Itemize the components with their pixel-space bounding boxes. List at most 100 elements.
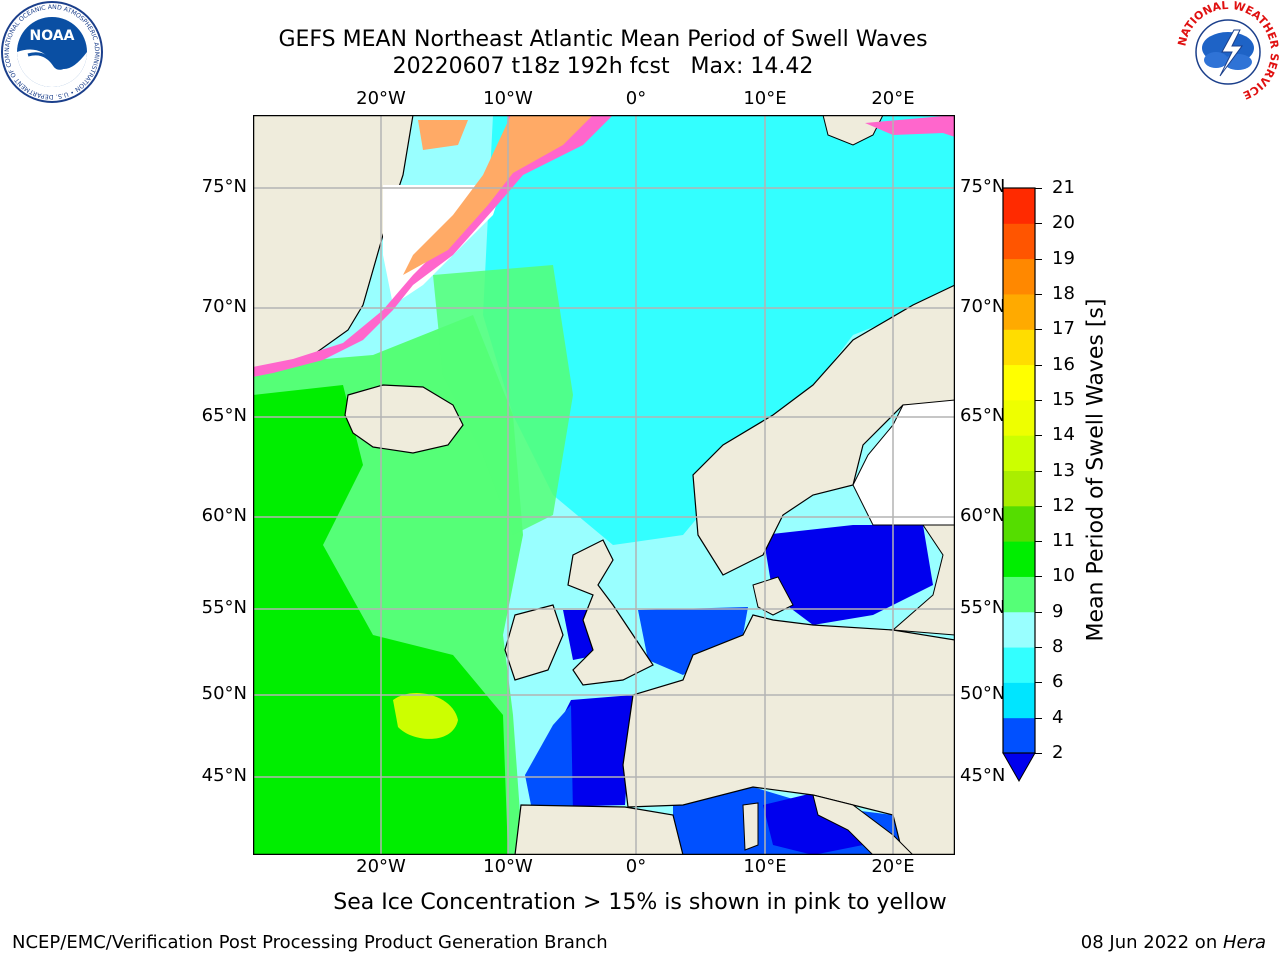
colorbar-tick-label: 16: [1052, 353, 1075, 375]
lat-label-right-70n: 70°N: [960, 296, 1006, 317]
lat-label-left-50n: 50°N: [201, 683, 247, 704]
footer-date: 08 Jun 2022 on Hera: [1081, 932, 1266, 953]
sea-ice-north: [418, 120, 468, 150]
colorbar-tick-mark: [1035, 611, 1042, 613]
colorbar-band: [1003, 399, 1035, 436]
colorbar-tick-mark: [1035, 717, 1042, 719]
colorbar-tick-mark: [1035, 329, 1042, 331]
lat-label-right-55n: 55°N: [960, 597, 1006, 618]
colorbar-band: [1003, 647, 1035, 683]
denmark-land: [752, 576, 794, 616]
lat-label-right-60n: 60°N: [960, 505, 1006, 526]
swell-zone-biscay-edge: [525, 705, 573, 815]
colorbar-tick-mark: [1035, 364, 1042, 366]
lat-label-left-70n: 70°N: [201, 296, 247, 317]
colorbar-tick-mark: [1035, 541, 1042, 543]
lon-label-bottom-10e: 10°E: [743, 856, 787, 877]
colorbar-tick-mark: [1035, 293, 1042, 295]
lat-label-right-65n: 65°N: [960, 405, 1006, 426]
ireland-land: [504, 604, 564, 681]
colorbar-tick-label: 12: [1052, 494, 1075, 516]
colorbar-tick-mark: [1035, 435, 1042, 437]
colorbar: [1002, 187, 1036, 783]
colorbar-tick-label: 6: [1052, 671, 1064, 693]
svalbard-ice: [865, 115, 955, 137]
footer-date-text: 08 Jun 2022 on: [1080, 932, 1223, 953]
swell-zone-6-8: [483, 115, 955, 545]
colorbar-tick-mark: [1035, 258, 1042, 260]
lat-label-left-45n: 45°N: [201, 765, 247, 786]
colorbar-band: [1003, 364, 1035, 401]
lat-label-right-75n: 75°N: [960, 176, 1006, 197]
colorbar-band: [1003, 470, 1035, 507]
lon-label-top-10e: 10°E: [743, 88, 787, 109]
colorbar-title: Mean Period of Swell Waves [s]: [1083, 298, 1109, 642]
iberia-land: [514, 804, 684, 855]
lon-label-bottom-20e: 20°E: [871, 856, 915, 877]
swell-zone-north-sea: [638, 607, 748, 675]
corsica-sardinia-land: [742, 802, 759, 851]
colorbar-tick-label: 17: [1052, 318, 1075, 340]
lon-label-top-20e: 20°E: [871, 88, 915, 109]
graticule: [253, 115, 955, 855]
lat-label-right-45n: 45°N: [960, 765, 1006, 786]
colorbar-tick-mark: [1035, 753, 1042, 754]
iceland-land: [344, 384, 464, 454]
chart-subtitle: 20220607 t18z 192h fcst Max: 14.42: [392, 54, 814, 79]
svalbard-land: [822, 115, 884, 146]
colorbar-tick-label: 21: [1052, 177, 1075, 198]
colorbar-band: [1003, 717, 1035, 754]
colorbar-tick-label: 15: [1052, 388, 1075, 410]
colorbar-band: [1003, 329, 1035, 366]
colorbar-tick-mark: [1035, 682, 1042, 684]
lat-label-right-50n: 50°N: [960, 683, 1006, 704]
lon-label-bottom-20w: 20°W: [356, 856, 406, 877]
lat-label-left-60n: 60°N: [201, 505, 247, 526]
great-britain-land: [567, 539, 654, 686]
colorbar-tick-mark: [1035, 576, 1042, 578]
sea-ice-note: Sea Ice Concentration > 15% is shown in …: [333, 890, 947, 915]
colorbar-tick-mark: [1035, 647, 1042, 649]
footer-host: Hera: [1222, 932, 1266, 953]
colorbar-under-triangle: [1002, 752, 1036, 783]
lon-label-top-0: 0°: [625, 88, 647, 109]
colorbar-tick-mark: [1035, 188, 1042, 189]
italy-land: [812, 794, 914, 855]
sea-ice-orange: [403, 115, 593, 275]
swell-zone-12-13: [393, 692, 458, 739]
colorbar-band: [1003, 682, 1035, 719]
svg-text:NOAA: NOAA: [30, 28, 75, 44]
colorbar-tick-label: 8: [1052, 636, 1064, 658]
gulf-of-bothnia: [852, 399, 955, 526]
lat-label-left-65n: 65°N: [201, 405, 247, 426]
colorbar-band: [1003, 611, 1035, 648]
swell-zone-faroe: [433, 265, 573, 535]
lon-label-bottom-0: 0°: [625, 856, 647, 877]
swell-zone-10-11: [253, 385, 508, 855]
colorbar-band: [1003, 435, 1035, 471]
colorbar-band: [1003, 505, 1035, 542]
nws-logo: NATIONAL WEATHER SERVICE: [1176, 0, 1280, 102]
colorbar-tick-label: 18: [1052, 282, 1075, 304]
colorbar-tick-label: 20: [1052, 212, 1075, 234]
colorbar-tick-label: 10: [1052, 565, 1075, 587]
lat-label-left-55n: 55°N: [201, 597, 247, 618]
colorbar-tick-label: 9: [1052, 600, 1064, 622]
continental-europe-land: [622, 614, 955, 855]
map-frame: [253, 115, 955, 855]
colorbar-tick-label: 19: [1052, 247, 1075, 269]
colorbar-tick-label: 4: [1052, 706, 1064, 728]
colorbar-tick-mark: [1035, 505, 1042, 507]
noaa-logo: NATIONAL OCEANIC AND ATMOSPHERIC ADMINIS…: [0, 0, 103, 103]
colorbar-tick-label: 2: [1052, 742, 1064, 763]
swell-zone-tyrrhenian: [763, 793, 888, 855]
lat-label-left-75n: 75°N: [201, 176, 247, 197]
lon-label-top-10w: 10°W: [483, 88, 533, 109]
colorbar-tick-label: 14: [1052, 424, 1075, 446]
colorbar-tick-mark: [1035, 470, 1042, 472]
footer-credit: NCEP/EMC/Verification Post Processing Pr…: [12, 932, 608, 953]
colorbar-band: [1003, 223, 1035, 260]
lon-label-bottom-10w: 10°W: [483, 856, 533, 877]
colorbar-tick-label: 13: [1052, 459, 1075, 481]
colorbar-band: [1003, 576, 1035, 613]
